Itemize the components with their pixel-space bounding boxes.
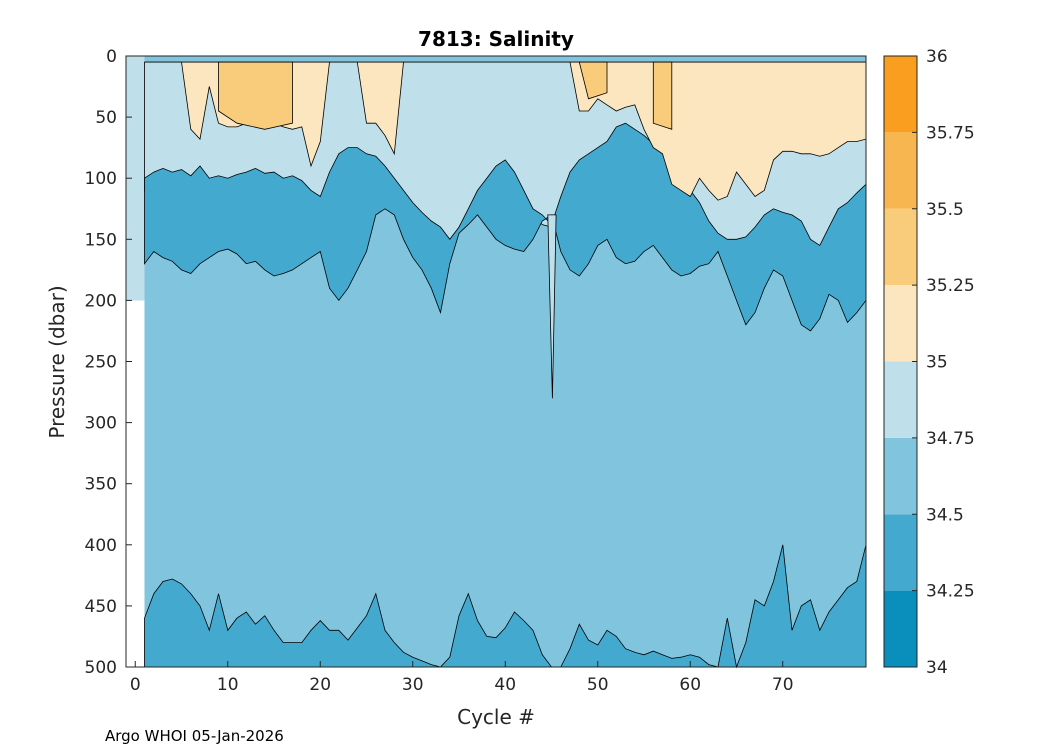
colorbar-swatch [884, 361, 917, 438]
fresh-intrusion [547, 214, 557, 399]
y-tick-label: 350 [85, 475, 117, 495]
colorbar-tick-label: 35.25 [926, 276, 975, 296]
colorbar: 34 34.25 34.5 34.75 35 35.25 35.5 35.75 36 [883, 47, 975, 678]
y-axis-label: Pressure (dbar) [45, 285, 69, 438]
y-tick-label: 50 [95, 108, 117, 128]
x-tick-label: 30 [402, 675, 424, 695]
colorbar-tick-label: 36 [926, 47, 948, 67]
colorbar-swatch [884, 208, 917, 286]
y-axis: 0 50 100 150 200 250 300 350 400 450 500 [85, 47, 132, 678]
chart-title: 7813: Salinity [418, 27, 574, 51]
x-tick-label: 50 [587, 675, 609, 695]
y-tick-label: 400 [85, 536, 117, 556]
credit-text: Argo WHOI 05-Jan-2026 [105, 727, 284, 745]
x-tick-label: 0 [130, 675, 141, 695]
colorbar-tick-label: 35 [926, 353, 948, 373]
x-tick-label: 10 [217, 675, 239, 695]
y-tick-label: 0 [106, 47, 117, 67]
colorbar-tick-label: 34 [926, 658, 948, 678]
x-tick-label: 20 [309, 675, 331, 695]
colorbar-swatch [884, 285, 917, 362]
y-tick-label: 450 [85, 597, 117, 617]
x-axis: 0 10 20 30 40 50 60 70 [130, 661, 794, 695]
y-tick-label: 200 [85, 291, 117, 311]
y-tick-label: 150 [85, 230, 117, 250]
colorbar-tick-label: 34.75 [926, 429, 975, 449]
x-tick-label: 70 [772, 675, 794, 695]
colorbar-tick-label: 35.75 [926, 123, 975, 143]
band-35.25-35.5-patch [652, 61, 673, 130]
colorbar-swatch [884, 132, 917, 209]
colorbar-swatch [884, 590, 917, 667]
band-35.25-35.5-patch [578, 61, 608, 100]
x-tick-label: 60 [679, 675, 701, 695]
colorbar-tick-label: 34.5 [926, 505, 964, 525]
colorbar-swatch [884, 514, 917, 591]
x-tick-label: 40 [494, 675, 516, 695]
y-tick-label: 500 [85, 658, 117, 678]
y-tick-label: 100 [85, 169, 117, 189]
no-data-region [126, 300, 145, 667]
band-35.25-35.5-patch [218, 61, 293, 130]
colorbar-tick-label: 34.25 [926, 582, 975, 602]
colorbar-tick-label: 35.5 [926, 200, 964, 220]
colorbar-swatch [884, 437, 917, 515]
plot-area [125, 55, 867, 669]
y-tick-label: 250 [85, 353, 117, 373]
x-axis-label: Cycle # [457, 705, 535, 729]
colorbar-swatch [884, 56, 917, 133]
y-tick-label: 300 [85, 414, 117, 434]
